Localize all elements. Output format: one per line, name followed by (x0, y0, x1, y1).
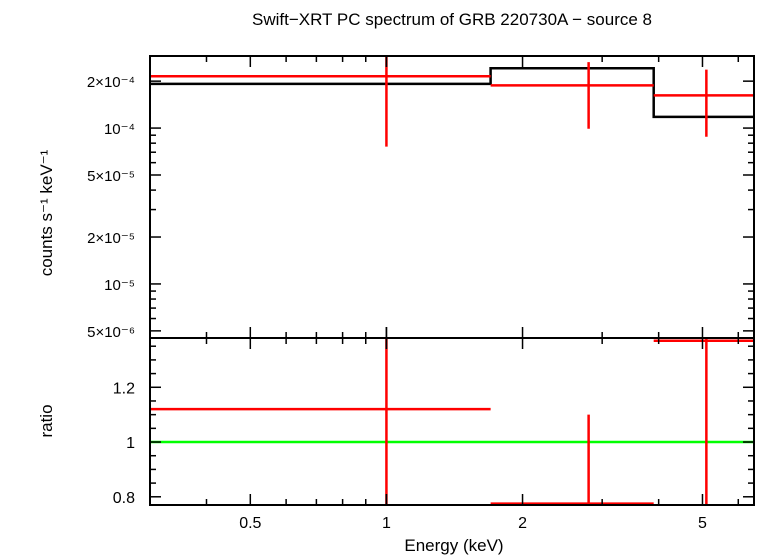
ratio-data-point (490, 414, 654, 505)
ratio-points (150, 338, 754, 505)
x-tick-label: 2 (518, 515, 527, 532)
ratio-y-ticks: 0.8 1 1.2 (113, 345, 754, 507)
x-axis-label: Energy (keV) (404, 536, 503, 555)
y-tick-label: 2×10⁻⁴ (87, 74, 135, 91)
y-tick-label: 1.2 (113, 380, 135, 397)
spectrum-x-ticks (149, 56, 740, 338)
chart-title: Swift−XRT PC spectrum of GRB 220730A − s… (252, 10, 652, 29)
spectrum-y-label: counts s⁻¹ keV⁻¹ (37, 149, 56, 276)
ratio-data-point (653, 338, 754, 505)
spectrum-panel: 2×10⁻⁴ 10⁻⁴ 5×10⁻⁵ 2×10⁻⁵ 10⁻⁵ 5×10⁻⁶ counts … (37, 55, 755, 341)
spectrum-data-point (490, 62, 654, 129)
ratio-panel: 0.8 1 1.2 0.5 1 2 5 ratio Energy (keV) (37, 337, 755, 555)
model-step-line (150, 66, 754, 119)
spectrum-y-ticks: 2×10⁻⁴ 10⁻⁴ 5×10⁻⁵ 2×10⁻⁵ 10⁻⁵ 5×10⁻⁶ (87, 74, 754, 341)
model-step-path (150, 66, 754, 119)
spectrum-data-point (653, 69, 754, 137)
y-tick-label: 5×10⁻⁶ (87, 324, 135, 341)
y-tick-label: 2×10⁻⁵ (87, 230, 135, 247)
data-points (150, 56, 754, 147)
y-tick-label: 1 (126, 435, 135, 452)
x-tick-label: 1 (382, 515, 391, 532)
spectrum-frame (149, 55, 755, 339)
y-tick-label: 0.8 (113, 490, 135, 507)
spectrum-data-point (150, 56, 491, 147)
ratio-data-point (150, 338, 491, 505)
y-tick-label: 5×10⁻⁵ (87, 168, 135, 185)
ratio-frame (149, 337, 755, 506)
ratio-y-label: ratio (37, 404, 56, 437)
x-tick-label: 0.5 (239, 515, 261, 532)
ratio-x-ticks: 0.5 1 2 5 (149, 338, 740, 532)
y-tick-label: 10⁻⁴ (104, 121, 135, 138)
y-tick-label: 10⁻⁵ (104, 277, 135, 294)
x-tick-label: 5 (698, 515, 707, 532)
